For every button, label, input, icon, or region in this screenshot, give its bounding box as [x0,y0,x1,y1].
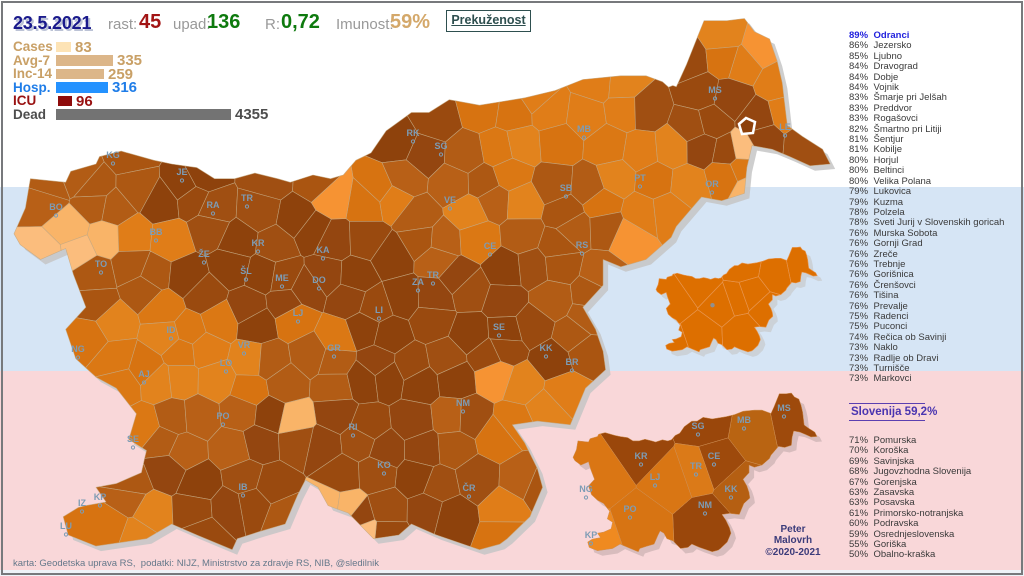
svg-text:ID: ID [167,325,177,335]
svg-text:SG: SG [434,141,447,151]
svg-text:KR: KR [252,238,265,248]
svg-text:MB: MB [737,415,751,425]
svg-text:LE: LE [779,122,791,132]
svg-text:JE: JE [176,167,187,177]
svg-text:NG: NG [579,484,593,494]
svg-text:RA: RA [207,200,220,210]
svg-text:KR: KR [635,451,648,461]
svg-text:LU: LU [60,521,72,531]
svg-text:VR: VR [238,340,251,350]
svg-text:DO: DO [312,275,326,285]
svg-text:KG: KG [106,150,120,160]
svg-text:OR: OR [705,179,719,189]
svg-text:LO: LO [220,358,233,368]
svg-text:LJ: LJ [293,308,304,318]
svg-text:TR: TR [241,193,253,203]
svg-text:ŽE: ŽE [198,248,210,259]
svg-text:TR: TR [427,270,439,280]
svg-text:MS: MS [777,403,791,413]
svg-text:IZ: IZ [78,498,87,508]
svg-text:KO: KO [377,460,391,470]
svg-text:KP: KP [585,530,598,540]
svg-text:TO: TO [95,259,107,269]
svg-text:SE: SE [493,322,505,332]
svg-text:BB: BB [150,227,163,237]
svg-text:KK: KK [540,343,553,353]
svg-text:SB: SB [560,183,573,193]
svg-text:BR: BR [566,357,579,367]
svg-text:SG: SG [691,421,704,431]
svg-text:AJ: AJ [138,369,150,379]
svg-text:LJ: LJ [650,472,661,482]
svg-text:VE: VE [444,195,456,205]
svg-text:PT: PT [634,173,646,183]
svg-text:BO: BO [49,202,63,212]
svg-text:RS: RS [576,240,589,250]
svg-text:MS: MS [708,85,722,95]
svg-text:ČR: ČR [463,482,476,493]
svg-text:NM: NM [456,398,470,408]
svg-text:MB: MB [577,124,591,134]
svg-text:ZA: ZA [412,277,424,287]
svg-text:RK: RK [407,128,420,138]
svg-text:IB: IB [239,482,249,492]
svg-text:PO: PO [216,411,229,421]
svg-text:SE: SE [127,434,139,444]
svg-text:KK: KK [725,484,738,494]
svg-text:CE: CE [708,451,721,461]
svg-text:TR: TR [690,461,702,471]
svg-text:NM: NM [698,500,712,510]
svg-text:GR: GR [327,343,341,353]
svg-text:NG: NG [71,344,85,354]
svg-text:ME: ME [275,273,289,283]
svg-text:CE: CE [484,241,497,251]
svg-text:PO: PO [623,504,636,514]
svg-text:KA: KA [317,245,330,255]
svg-text:LI: LI [375,305,383,315]
svg-text:KP: KP [94,492,107,502]
svg-text:RI: RI [349,422,358,432]
svg-text:ŠL: ŠL [240,265,252,276]
